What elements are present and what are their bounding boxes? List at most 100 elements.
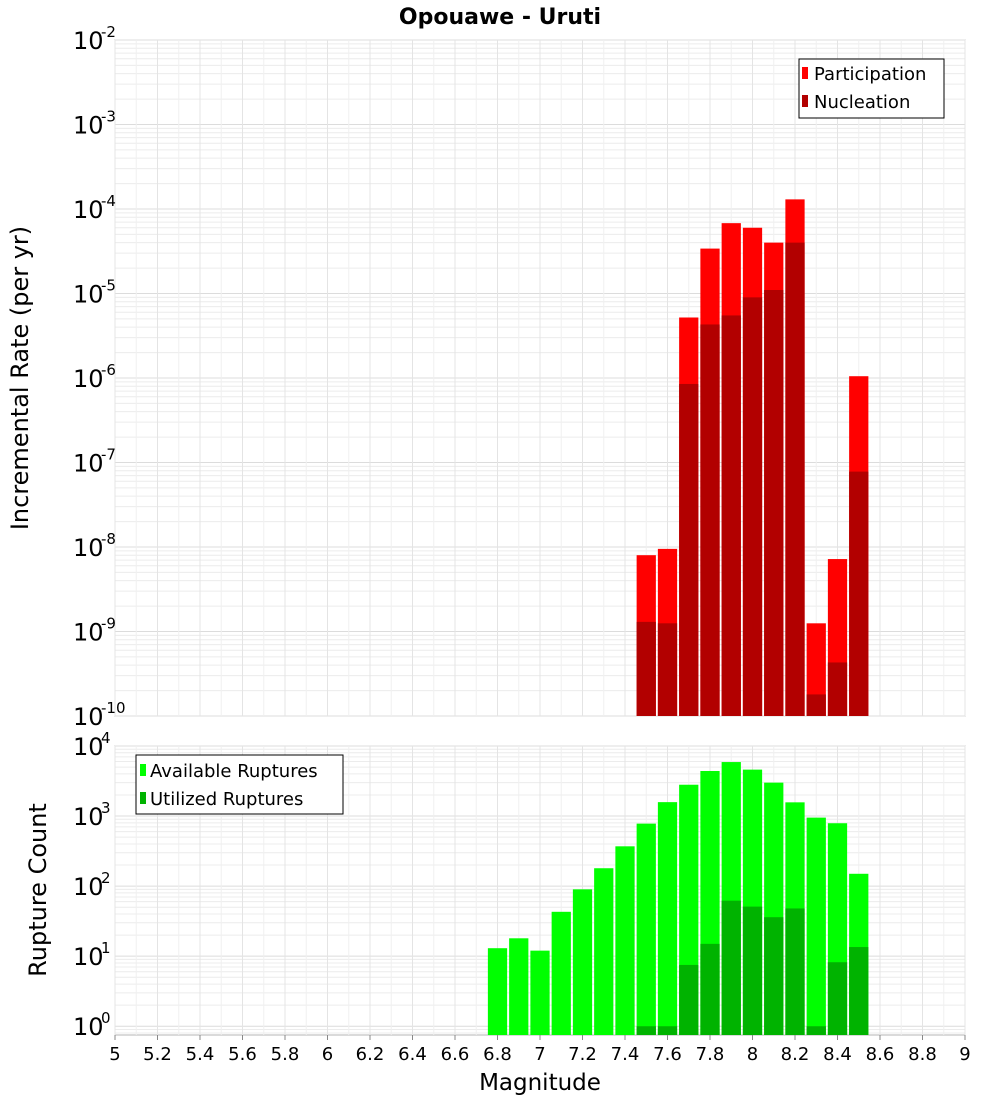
x-tick-label: 7.2: [568, 1044, 597, 1065]
x-tick-label: 5.6: [228, 1044, 257, 1065]
x-tick-label: 6: [322, 1044, 333, 1065]
utilized-ruptures-bar: [700, 943, 720, 1035]
utilized-ruptures-bar: [721, 900, 741, 1035]
available-ruptures-bar: [594, 868, 614, 1035]
utilized-ruptures-bar: [849, 947, 869, 1035]
nucleation-bar: [827, 662, 848, 716]
y-tick-base: 10: [73, 943, 104, 971]
x-tick-label: 8.4: [823, 1044, 852, 1065]
y-tick-exponent: 2: [101, 869, 111, 887]
y-tick-base: 10: [73, 196, 104, 224]
count-legend: Available Ruptures Utilized Ruptures: [135, 754, 344, 815]
x-tick-label: 6.6: [441, 1044, 470, 1065]
available-ruptures-bar: [487, 948, 508, 1035]
x-tick-label: 8.6: [866, 1044, 895, 1065]
participation-legend-swatch: [802, 67, 808, 79]
y-tick-base: 10: [73, 803, 104, 831]
available-legend-swatch: [140, 764, 146, 776]
utilized-legend-label: Utilized Ruptures: [150, 789, 303, 810]
x-tick-label: 7.8: [696, 1044, 725, 1065]
x-tick-label: 7.4: [611, 1044, 640, 1065]
x-tick-label: 7.6: [653, 1044, 682, 1065]
rate-panel: 10-210-310-410-510-610-710-810-910-10 In…: [6, 23, 966, 731]
y-tick-base: 10: [73, 873, 104, 901]
count-bars: [487, 762, 869, 1035]
x-tick-label: 6.4: [398, 1044, 427, 1065]
count-legend-box: [135, 754, 344, 815]
y-tick-exponent: -4: [101, 192, 116, 210]
available-ruptures-bar: [636, 823, 656, 1035]
nucleation-bar: [806, 694, 826, 716]
participation-legend-label: Participation: [814, 64, 926, 85]
nucleation-bar: [785, 242, 805, 717]
magnitude-x-ticks: 5 5.2 5.4 5.6 5.8 6 6.2 6.4 6.6 6.8 7 7.2 7.4 7.6 7.8 8…: [109, 1035, 971, 1065]
utilized-ruptures-bar: [764, 917, 784, 1035]
y-tick-exponent: -3: [101, 108, 116, 126]
utilized-legend-swatch: [140, 792, 146, 804]
nucleation-bar: [721, 315, 741, 716]
y-tick-base: 10: [73, 112, 104, 140]
nucleation-bar: [657, 623, 678, 716]
available-ruptures-bar: [572, 889, 593, 1035]
magnitude-x-axis-label: Magnitude: [479, 1070, 601, 1096]
available-ruptures-bar: [509, 938, 529, 1035]
y-tick-exponent: -7: [101, 446, 116, 464]
utilized-ruptures-bar: [679, 964, 699, 1035]
x-tick-label: 5.2: [143, 1044, 172, 1065]
y-tick-exponent: -6: [101, 361, 116, 379]
y-tick-exponent: -9: [101, 615, 116, 633]
x-tick-label: 6.2: [356, 1044, 385, 1065]
available-ruptures-bar: [657, 802, 678, 1035]
y-tick-base: 10: [73, 27, 104, 55]
y-tick-exponent: -5: [101, 277, 116, 295]
y-tick-exponent: 4: [101, 729, 111, 747]
nucleation-legend-label: Nucleation: [814, 92, 910, 113]
nucleation-bar: [636, 621, 656, 716]
y-tick-base: 10: [73, 534, 104, 562]
available-ruptures-bar: [551, 911, 571, 1035]
rate-legend: Participation Nucleation: [798, 58, 945, 119]
x-tick-label: 8: [747, 1044, 758, 1065]
rate-legend-box: [798, 58, 945, 119]
y-tick-base: 10: [73, 450, 104, 478]
y-tick-exponent: -8: [101, 530, 116, 548]
y-tick-exponent: -2: [101, 23, 116, 41]
nucleation-bar: [700, 324, 720, 716]
x-tick-label: 9: [959, 1044, 970, 1065]
x-tick-label: 7: [534, 1044, 545, 1065]
nucleation-bar: [849, 471, 869, 716]
utilized-ruptures-bar: [742, 906, 763, 1035]
y-tick-exponent: 1: [101, 939, 111, 957]
utilized-ruptures-bar: [636, 1026, 656, 1035]
available-ruptures-bar: [615, 846, 635, 1035]
utilized-ruptures-bar: [827, 962, 848, 1035]
x-tick-label: 5.4: [186, 1044, 215, 1065]
count-y-axis-label: Rupture Count: [24, 803, 52, 977]
nucleation-legend-swatch: [802, 95, 808, 107]
y-tick-base: 10: [73, 281, 104, 309]
y-tick-exponent: -10: [101, 699, 126, 717]
y-tick-base: 10: [73, 703, 104, 731]
nucleation-bar: [742, 297, 763, 716]
x-tick-label: 8.8: [908, 1044, 937, 1065]
nucleation-bar: [679, 383, 699, 716]
chart-title: Opouawe - Uruti: [399, 5, 601, 30]
available-ruptures-bar: [530, 950, 550, 1035]
utilized-ruptures-bar: [657, 1026, 678, 1035]
y-tick-base: 10: [73, 619, 104, 647]
utilized-ruptures-bar: [806, 1026, 826, 1035]
y-tick-base: 10: [73, 1013, 104, 1041]
x-tick-label: 8.2: [781, 1044, 810, 1065]
y-tick-base: 10: [73, 733, 104, 761]
nucleation-bar: [764, 290, 784, 716]
y-tick-exponent: 0: [101, 1009, 111, 1027]
available-legend-label: Available Ruptures: [150, 761, 318, 782]
available-ruptures-bar: [806, 817, 826, 1035]
participation-bar: [806, 623, 826, 716]
utilized-ruptures-bar: [785, 908, 805, 1035]
rate-bars: [636, 199, 869, 717]
x-tick-label: 5: [109, 1044, 120, 1065]
